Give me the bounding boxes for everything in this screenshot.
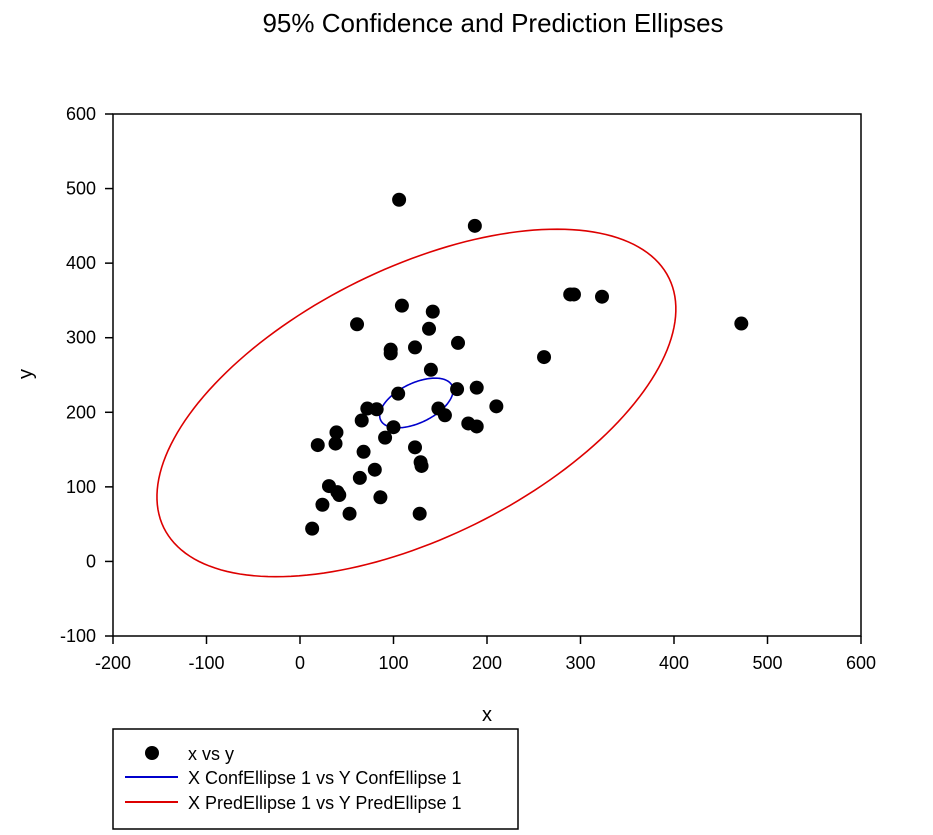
scatter-point (310, 438, 325, 453)
y-tick-label: 100 (66, 477, 96, 497)
legend-label-pred-ellipse: X PredEllipse 1 vs Y PredEllipse 1 (188, 793, 461, 813)
scatter-points (305, 192, 749, 536)
scatter-point (450, 382, 465, 397)
scatter-point (378, 430, 393, 445)
y-tick-label: 0 (86, 551, 96, 571)
scatter-point (437, 408, 452, 423)
scatter-point (367, 462, 382, 477)
scatter-point (356, 444, 371, 459)
legend-label-points: x vs y (188, 744, 234, 764)
x-tick-label: -200 (95, 653, 131, 673)
y-axis-label: y (15, 369, 37, 379)
y-tick-label: 400 (66, 253, 96, 273)
scatter-point (425, 304, 440, 319)
scatter-point (373, 490, 388, 505)
prediction-ellipse (156, 228, 677, 578)
scatter-point (392, 192, 407, 207)
scatter-point (469, 380, 484, 395)
scatter-point (451, 335, 466, 350)
legend: x vs y X ConfEllipse 1 vs Y ConfEllipse … (112, 728, 519, 830)
scatter-point (489, 399, 504, 414)
y-tick-label: 500 (66, 179, 96, 199)
scatter-point (329, 425, 344, 440)
y-tick-label: 200 (66, 402, 96, 422)
x-axis-ticks: -200 -100 0 100 200 300 400 500 600 (95, 636, 876, 673)
y-axis-ticks: -100 0 100 200 300 400 500 600 (60, 104, 113, 646)
scatter-point (386, 420, 401, 435)
x-tick-label: 500 (752, 653, 782, 673)
scatter-point (414, 458, 429, 473)
x-axis-label: x (482, 704, 492, 726)
scatter-point (332, 488, 347, 503)
scatter-point (350, 317, 365, 332)
scatter-point (315, 497, 330, 512)
y-tick-label: -100 (60, 626, 96, 646)
x-tick-label: 600 (846, 653, 876, 673)
scatter-point (423, 362, 438, 377)
scatter-point (408, 340, 423, 355)
legend-label-conf-ellipse: X ConfEllipse 1 vs Y ConfEllipse 1 (188, 768, 461, 788)
y-tick-label: 600 (66, 104, 96, 124)
x-tick-label: 200 (472, 653, 502, 673)
scatter-point (734, 316, 749, 331)
scatter-point (537, 350, 552, 365)
x-tick-label: 300 (565, 653, 595, 673)
scatter-point (352, 470, 367, 485)
scatter-point (595, 289, 610, 304)
chart-title: 95% Confidence and Prediction Ellipses (262, 8, 723, 38)
scatter-point (408, 440, 423, 455)
scatter-point (467, 218, 482, 233)
scatter-point (394, 298, 409, 313)
legend-box (112, 728, 519, 830)
scatter-point (566, 287, 581, 302)
scatter-point (422, 321, 437, 336)
x-tick-label: -100 (188, 653, 224, 673)
scatter-point (354, 413, 369, 428)
x-tick-label: 0 (295, 653, 305, 673)
scatter-point (383, 346, 398, 361)
y-tick-label: 300 (66, 328, 96, 348)
scatter-point (469, 419, 484, 434)
ellipses (156, 228, 677, 578)
legend-marker-points (145, 746, 159, 760)
x-tick-label: 100 (378, 653, 408, 673)
scatter-point (328, 436, 343, 451)
scatter-point (369, 402, 384, 417)
x-tick-label: 400 (659, 653, 689, 673)
scatter-point (412, 506, 427, 521)
confidence-ellipse (378, 377, 454, 429)
scatter-point (342, 506, 357, 521)
scatter-point (305, 521, 320, 536)
scatter-point (391, 386, 406, 401)
plot-area (112, 113, 862, 637)
